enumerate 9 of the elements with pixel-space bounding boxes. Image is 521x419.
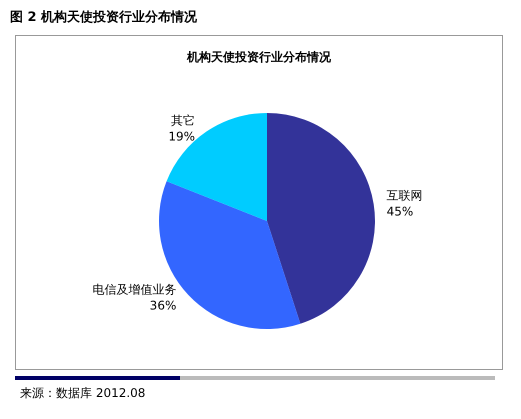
chart-title: 图 2 机构天使投资行业分布情况 [10, 9, 198, 26]
slice-label: 电信及增值业务 [92, 282, 176, 297]
data-label: 45% [386, 204, 414, 218]
data-label: 19% [168, 129, 196, 144]
chart-subtitle: 机构天使投资行业分布情况 [186, 50, 332, 64]
data-label: 36% [150, 298, 176, 313]
source-note: 来源：数据库 2012.08 [20, 385, 146, 402]
slice-label: 其它 [171, 113, 196, 128]
slice-label: 互联网 [386, 188, 423, 202]
